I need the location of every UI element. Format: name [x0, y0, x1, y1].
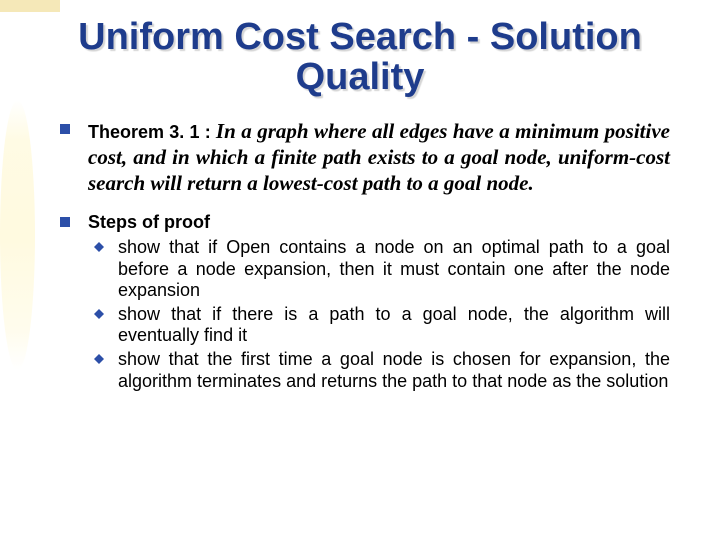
list-item: show that the first time a goal node is … — [88, 349, 670, 392]
square-bullet-icon — [60, 124, 70, 134]
theorem-block: Theorem 3. 1 : In a graph where all edge… — [60, 118, 670, 197]
slide-content: Theorem 3. 1 : In a graph where all edge… — [0, 108, 720, 394]
step-text: show that if there is a path to a goal n… — [118, 304, 670, 347]
diamond-bullet-icon — [94, 354, 104, 364]
decorative-glow — [0, 100, 35, 370]
steps-label: Steps of proof — [88, 211, 670, 234]
step-text: show that the first time a goal node is … — [118, 349, 670, 392]
theorem-text: Theorem 3. 1 : In a graph where all edge… — [88, 118, 670, 197]
square-bullet-icon — [60, 217, 70, 227]
title-text: Uniform Cost Search - Solution Quality — [40, 18, 680, 98]
list-item: show that if there is a path to a goal n… — [88, 304, 670, 347]
theorem-label: Theorem 3. 1 : — [88, 122, 216, 142]
diamond-bullet-icon — [94, 242, 104, 252]
steps-list: show that if Open contains a node on an … — [88, 237, 670, 392]
decorative-corner — [0, 0, 60, 12]
step-text: show that if Open contains a node on an … — [118, 237, 670, 302]
list-item: show that if Open contains a node on an … — [88, 237, 670, 302]
slide-title: Uniform Cost Search - Solution Quality — [0, 0, 720, 108]
steps-block: Steps of proof show that if Open contain… — [60, 211, 670, 395]
steps-content: Steps of proof show that if Open contain… — [88, 211, 670, 395]
diamond-bullet-icon — [94, 309, 104, 319]
